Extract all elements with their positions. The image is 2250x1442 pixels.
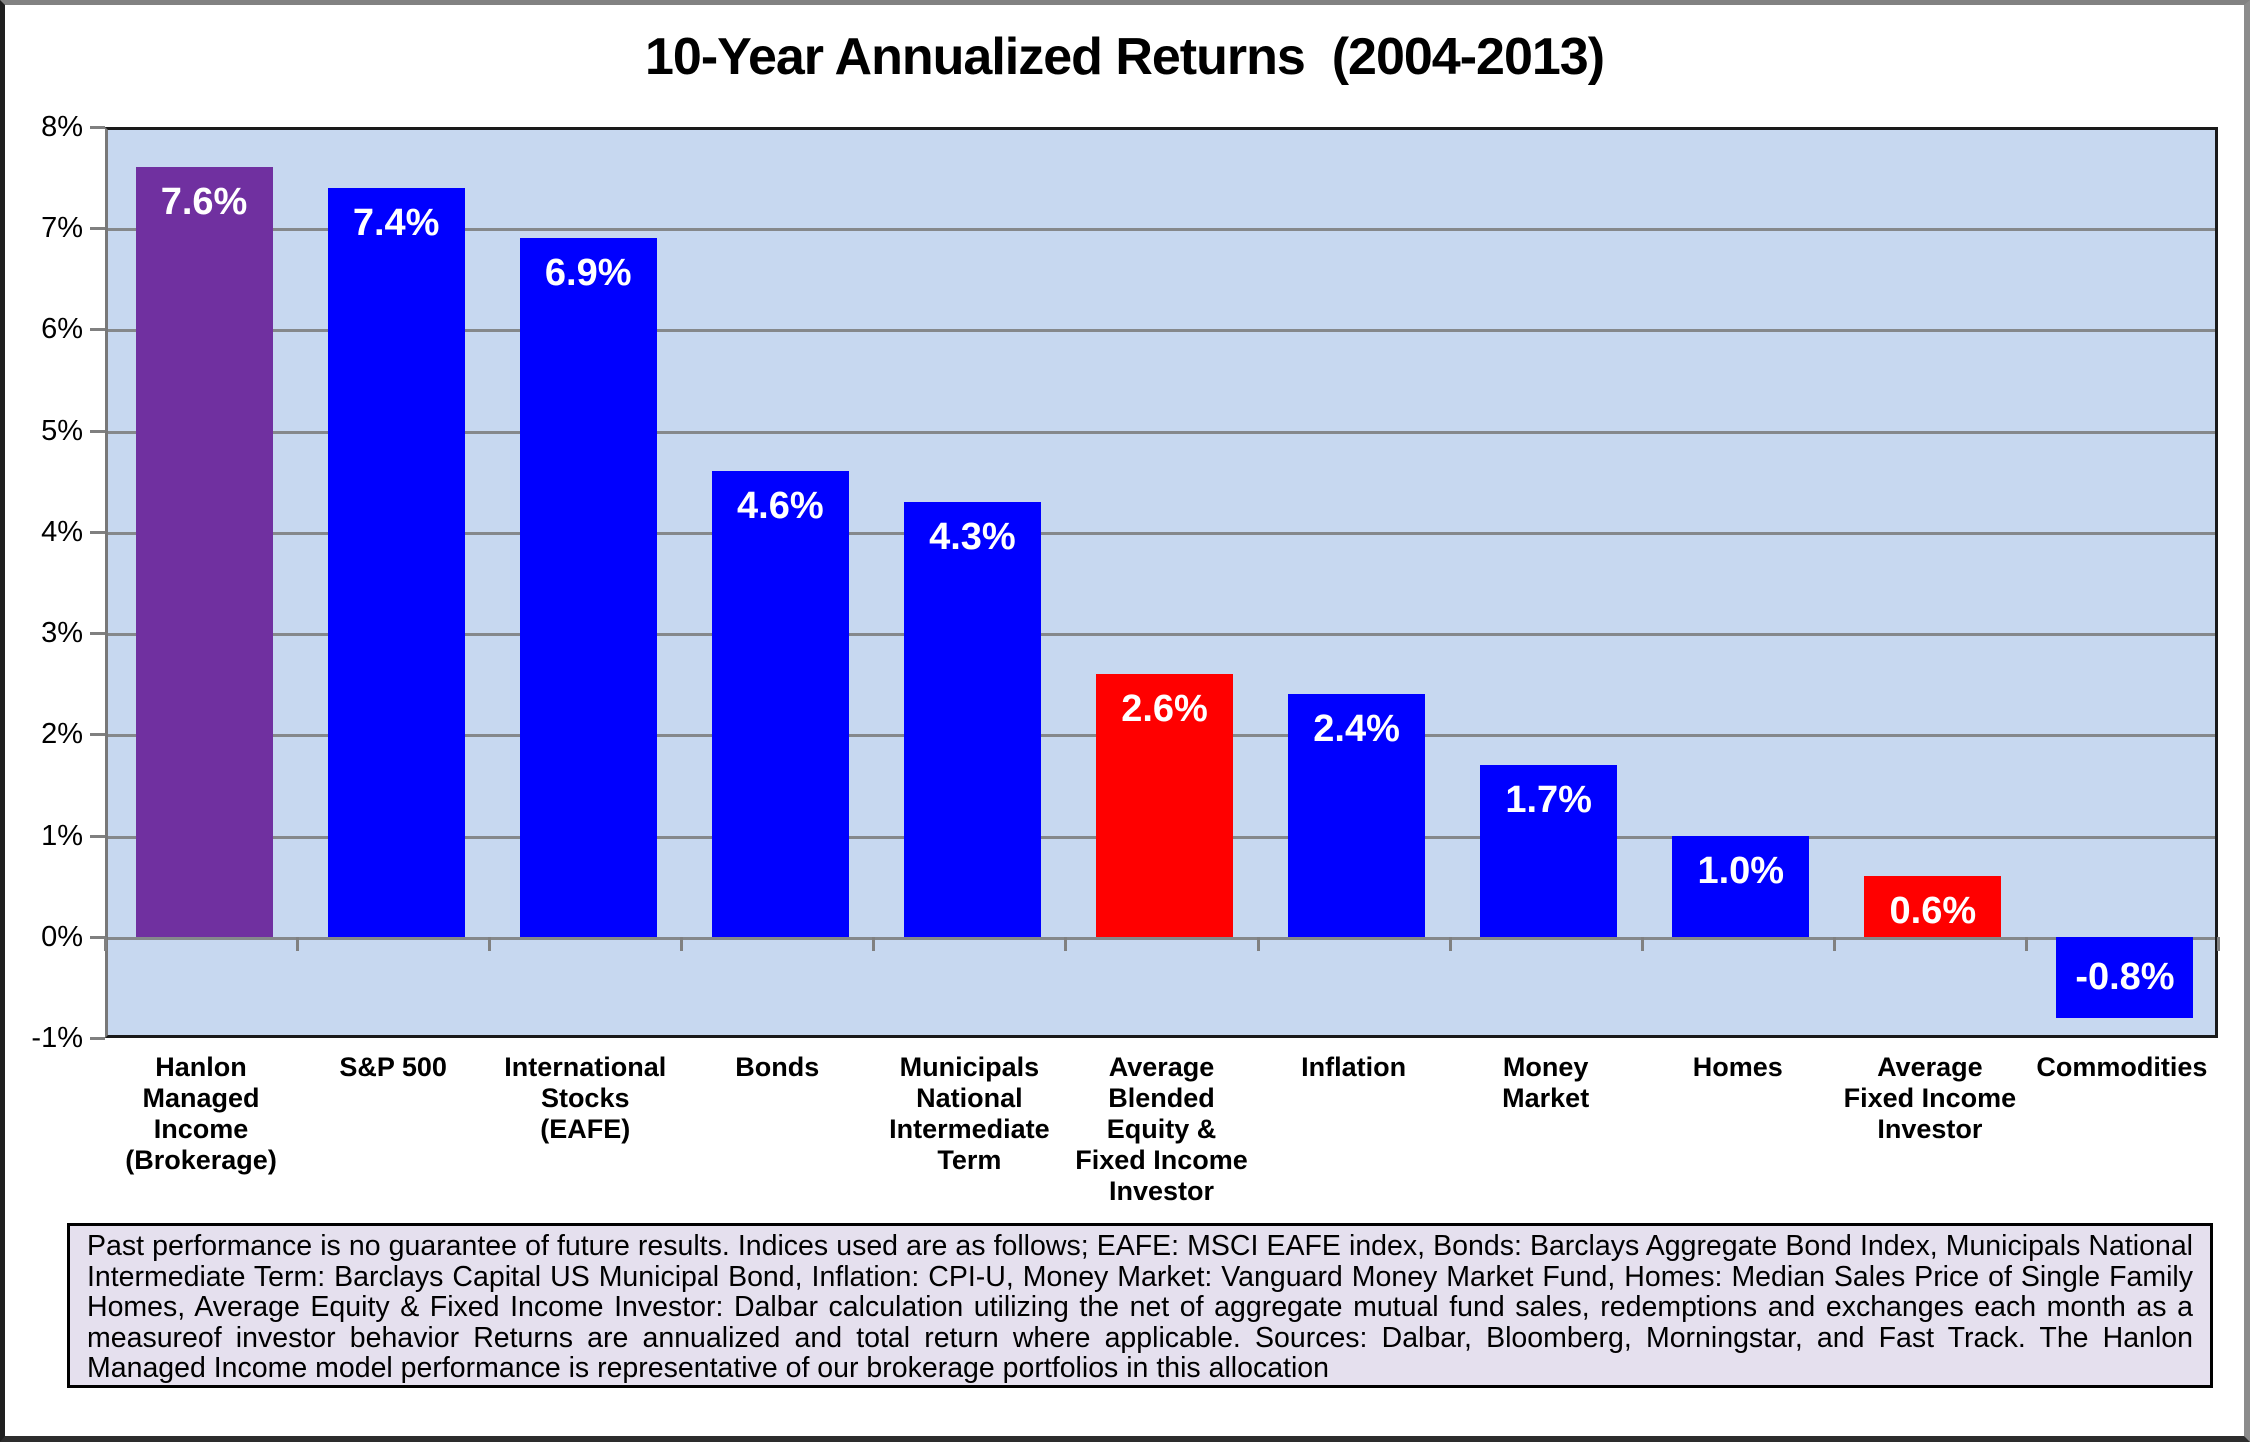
category-label: S&P 500 [339,1052,447,1082]
bar: 7.4% [327,187,465,937]
plot-area: 7.6% 7.4% 6.9% 4.6% 4.3% 2.6% 2.4% 1.7% 1.0% 0.6%… [105,127,2218,1038]
bar: 4.6% [711,471,849,937]
x-tick-mark [1256,936,1260,951]
y-tick-label: 1% [41,819,83,852]
bar: -0.8% [2056,936,2194,1018]
y-tick-label: 2% [41,718,83,751]
x-tick-mark [1448,936,1452,951]
bar-chart: 7.6% 7.4% 6.9% 4.6% 4.3% 2.6% 2.4% 1.7% 1.0% 0.6%… [5,5,2244,1436]
bar-value-label: 2.6% [1121,687,1208,730]
chart-title: 10-Year Annualized Returns (2004-2013) [644,28,1605,86]
x-tick-mark [680,936,684,951]
bar-value-label: 4.6% [737,485,824,528]
x-tick-mark [1832,936,1836,951]
category-label: Average Blended Equity & Fixed Income In… [1075,1052,1248,1206]
y-tick-label: 5% [41,414,83,447]
gridline [108,936,2215,940]
y-tick-mark [90,733,105,737]
bar-value-label: 0.6% [1889,890,1977,933]
category-label: International Stocks (EAFE) [504,1052,667,1144]
bar: 1.0% [1672,835,1810,937]
gridline [108,531,2215,535]
gridline [108,430,2215,434]
y-tick-mark [90,227,105,231]
footnote-box: Past performance is no guarantee of futu… [67,1223,2213,1388]
bar-value-label: 4.3% [929,515,1016,558]
y-tick-label: 6% [41,313,83,346]
y-tick-label: 0% [41,920,83,953]
x-tick-mark [2024,936,2028,951]
y-tick-mark [90,530,105,534]
y-tick-mark [90,429,105,433]
category-label: Municipals National Intermediate Term [889,1052,1050,1175]
bar-value-label: 7.4% [352,201,440,244]
y-tick-mark [90,935,105,939]
category-label: Hanlon Managed Income (Brokerage) [125,1052,277,1175]
x-tick-mark [872,936,876,951]
bar: 2.4% [1288,693,1426,937]
y-tick-mark [90,328,105,332]
x-tick-mark [104,936,107,951]
category-label: Average Fixed Income Investor [1843,1052,2017,1144]
y-tick-label: 3% [41,617,83,650]
y-tick-mark [90,834,105,838]
y-tick-mark [90,126,105,129]
y-tick-label: 7% [41,212,83,245]
x-tick-mark [1064,936,1068,951]
x-tick-mark [1640,936,1644,951]
y-tick-label: 4% [41,515,83,548]
bar: 1.7% [1480,764,1618,937]
footnote-text: Past performance is no guarantee of futu… [87,1230,2193,1384]
y-tick-mark [90,632,105,636]
bar: 0.6% [1864,876,2002,937]
y-tick-label: 8% [41,111,83,143]
bar-value-label: 6.9% [544,252,632,295]
y-tick-label: -1% [31,1022,83,1054]
gridline [108,633,2215,637]
bar: 7.6% [135,167,273,937]
bar-value-label: -0.8% [2075,956,2175,999]
bar-value-label: 1.0% [1697,849,1785,892]
bar: 6.9% [519,238,657,937]
category-label: Commodities [2036,1052,2208,1082]
category-label: Bonds [735,1052,820,1082]
x-tick-mark [488,936,492,951]
bar: 4.3% [903,501,1041,937]
bar-value-label: 1.7% [1505,778,1592,821]
x-tick-mark [2217,936,2220,951]
category-label: Inflation [1301,1052,1407,1082]
y-tick-mark [90,1037,105,1040]
x-tick-mark [296,936,300,951]
category-label: Money Market [1502,1052,1590,1113]
bar-value-label: 2.4% [1313,707,1400,750]
gridline [108,329,2215,333]
category-label: Homes [1692,1052,1783,1082]
gridline [108,228,2215,232]
bar-value-label: 7.6% [160,181,248,224]
bar: 2.6% [1096,673,1233,937]
